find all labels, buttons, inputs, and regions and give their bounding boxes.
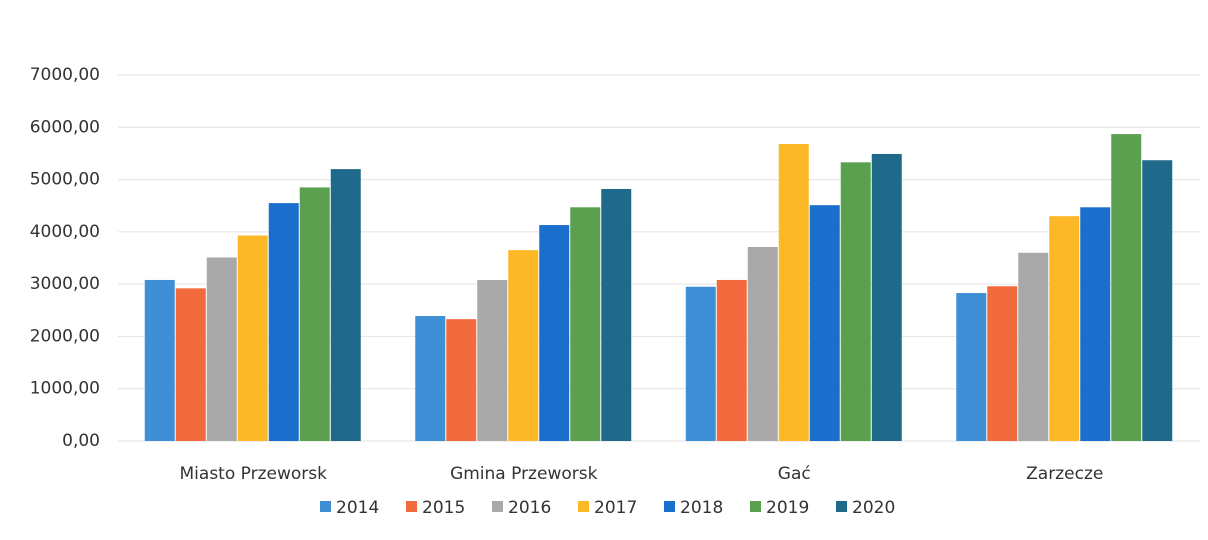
legend-swatch [664,501,675,512]
legend-swatch [750,501,761,512]
x-tick-label: Gmina Przeworsk [450,464,598,484]
bar [237,235,268,441]
bar [268,203,299,441]
bar [508,250,539,441]
bar [477,279,508,441]
bar [330,169,361,441]
legend-label: 2018 [680,498,723,518]
legend-swatch [406,501,417,512]
y-tick-label: 0,00 [62,431,100,451]
bar [1111,134,1142,441]
y-tick-label: 2000,00 [30,326,100,346]
legend-label: 2019 [766,498,809,518]
legend-swatch [836,501,847,512]
bar [685,286,716,441]
legend-swatch [320,501,331,512]
bar [144,279,175,441]
bar [206,257,237,441]
bar [1049,216,1080,441]
legend-label: 2015 [422,498,465,518]
bar [716,279,747,441]
y-tick-label: 1000,00 [30,379,100,399]
bar [809,205,840,441]
bar [987,286,1018,441]
y-tick-label: 4000,00 [30,222,100,242]
legend-swatch [578,501,589,512]
bar [1080,207,1111,441]
bar [1018,252,1049,441]
bar [1142,160,1173,441]
bar [175,288,206,441]
legend-label: 2016 [508,498,551,518]
bar [778,144,809,441]
y-tick-label: 5000,00 [30,170,100,190]
bar [570,207,601,441]
x-tick-label: Zarzecze [1026,464,1103,484]
bar [747,247,778,441]
bar [956,293,987,441]
legend-label: 2020 [852,498,895,518]
legend-label: 2017 [594,498,637,518]
bar [539,225,570,441]
x-tick-label: Gać [778,464,811,484]
y-tick-label: 6000,00 [30,117,100,137]
bar [601,188,632,441]
legend-label: 2014 [336,498,379,518]
bar [446,319,477,441]
y-tick-label: 7000,00 [30,65,100,85]
bar [840,162,871,441]
bar [299,187,330,441]
bar [871,153,902,442]
y-tick-label: 3000,00 [30,274,100,294]
x-tick-label: Miasto Przeworsk [180,464,328,484]
bar [415,316,446,441]
legend-swatch [492,501,503,512]
